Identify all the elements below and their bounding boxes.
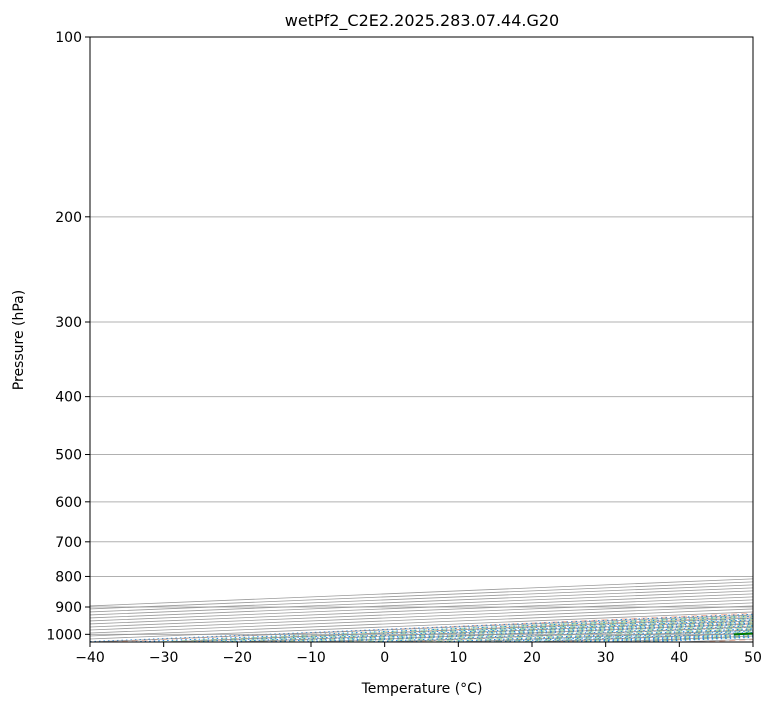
y-tick-label: 900 [55, 600, 82, 616]
x-tick-label: 20 [523, 650, 541, 666]
x-axis-label: Temperature (°C) [361, 681, 483, 697]
x-tick-label: −40 [75, 650, 105, 666]
chart-title: wetPf2_C2E2.2025.283.07.44.G20 [285, 11, 559, 31]
x-tick-label: 10 [449, 650, 467, 666]
y-axis-label: Pressure (hPa) [11, 290, 27, 390]
y-tick-label: 700 [55, 535, 82, 551]
x-tick-label: 30 [597, 650, 615, 666]
isotherm-line [753, 37, 775, 642]
y-tick-label: 200 [55, 210, 82, 226]
y-tick-label: 300 [55, 315, 82, 331]
y-tick-label: 400 [55, 390, 82, 406]
x-tick-label: −30 [149, 650, 179, 666]
x-tick-label: 0 [380, 650, 389, 666]
y-tick-label: 1000 [46, 627, 82, 643]
x-tick-label: 40 [670, 650, 688, 666]
y-tick-label: 800 [55, 569, 82, 585]
x-tick-label: −20 [223, 650, 253, 666]
x-tick-label: 50 [744, 650, 762, 666]
plot-background [90, 37, 753, 642]
y-axis: 100 200 300 400 500 600 700 800 900 1000 [46, 30, 90, 643]
x-axis: −40 −30 −20 −10 0 10 20 30 40 50 [75, 642, 762, 666]
x-tick-label: −10 [296, 650, 326, 666]
y-tick-label: 600 [55, 495, 82, 511]
y-tick-label: 500 [55, 448, 82, 464]
y-tick-label: 100 [55, 30, 82, 46]
